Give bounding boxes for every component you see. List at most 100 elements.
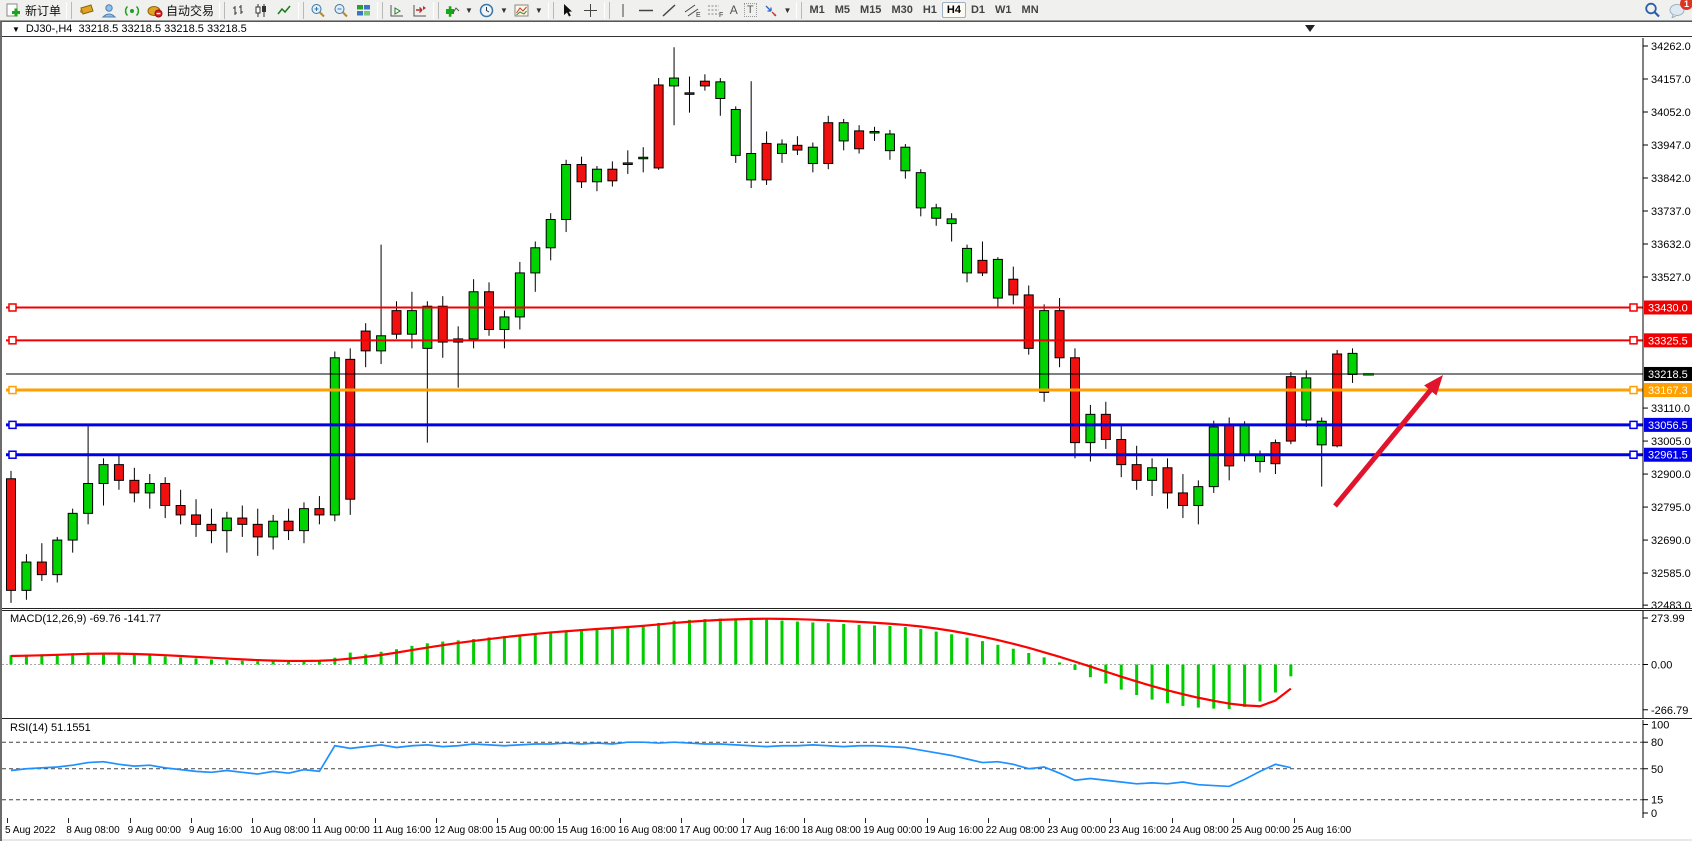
candle-body	[1116, 438, 1127, 466]
time-tick	[190, 818, 192, 823]
macd-histogram-bar	[965, 637, 969, 665]
macd-histogram-bar	[842, 623, 846, 665]
chat-icon[interactable]: 1	[1669, 0, 1692, 18]
candle-body	[931, 207, 942, 219]
line-chart-button[interactable]	[273, 1, 296, 20]
pane-separator[interactable]	[2, 608, 1692, 611]
time-label: 17 Aug 16:00	[740, 825, 800, 836]
rsi-pane[interactable]: 100 80 50 150	[2, 720, 1692, 818]
rsi-axis-label: 100	[1651, 720, 1669, 732]
tf-m15-button[interactable]: M15	[860, 4, 882, 16]
community-button[interactable]	[97, 1, 120, 20]
macd-histogram-bar	[379, 651, 383, 665]
candle-body	[268, 520, 279, 538]
cursor-button[interactable]	[556, 1, 579, 20]
price-chart-pane[interactable]: 34262.0 34157.0 34052.0 33947.0 33842.0 33737…	[2, 38, 1692, 608]
macd-histogram-bar	[1166, 664, 1169, 704]
styler-button[interactable]	[74, 1, 97, 20]
candle-body	[684, 92, 695, 95]
line-anchor-handle[interactable]	[1629, 420, 1638, 430]
candle-body	[915, 172, 926, 209]
tf-m30-button[interactable]: M30	[891, 4, 913, 16]
chart-shift-button[interactable]	[385, 1, 408, 20]
trend-arrow-line[interactable]	[1333, 384, 1437, 508]
line-anchor-handle[interactable]	[1629, 385, 1638, 395]
line-anchor-handle[interactable]	[1629, 336, 1638, 345]
candle-body	[391, 310, 402, 335]
candlestick-button[interactable]	[250, 1, 273, 20]
time-tick	[1049, 818, 1051, 823]
templates-button[interactable]: ▼	[511, 1, 546, 20]
time-axis[interactable]: 5 Aug 2022 8 Aug 08:00 9 Aug 00:00 9 Aug 16…	[2, 818, 1692, 841]
label-tool-button[interactable]: T	[741, 1, 760, 20]
macd-histogram-bar	[687, 619, 691, 665]
trend-arrow-head[interactable]	[1424, 375, 1443, 396]
auto-scroll-button[interactable]	[408, 1, 431, 20]
time-tick	[865, 818, 867, 823]
new-order-button[interactable]: 新订单	[2, 1, 64, 20]
candle-body	[468, 291, 479, 340]
zoom-in-button[interactable]	[306, 1, 329, 20]
tf-mn-button[interactable]: MN	[1021, 4, 1039, 16]
line-anchor-handle[interactable]	[1629, 303, 1638, 312]
candle-body	[1316, 420, 1327, 446]
tf-m5-button[interactable]: M5	[834, 4, 851, 16]
macd-pane[interactable]: 273.99 0.00 -266.79	[2, 611, 1692, 718]
text-tool-button[interactable]: A	[727, 1, 741, 20]
vertical-line-button[interactable]	[612, 1, 635, 20]
line-anchor-handle[interactable]	[1629, 450, 1638, 459]
chart-ohlc-values: 33218.5 33218.5 33218.5 33218.5	[78, 23, 247, 35]
fibo-letter: F	[719, 12, 723, 18]
search-icon[interactable]	[1644, 2, 1661, 18]
trendline-button[interactable]	[658, 1, 681, 20]
line-anchor-handle[interactable]	[8, 450, 17, 459]
price-tick-label: 33005.0	[1651, 436, 1691, 448]
macd-histogram-bar	[425, 643, 429, 665]
candle-body	[206, 523, 217, 532]
bar-chart-button[interactable]	[227, 1, 250, 20]
periods-button[interactable]: ▼	[476, 1, 511, 20]
zoom-out-button[interactable]	[329, 1, 352, 20]
tf-d1-button[interactable]: D1	[970, 4, 986, 16]
channel-button[interactable]: E	[681, 1, 704, 20]
toolbar-separator	[66, 1, 73, 19]
macd-histogram-bar	[595, 628, 599, 665]
macd-axis-label: 0.00	[1651, 660, 1672, 672]
line-anchor-handle[interactable]	[8, 385, 17, 395]
candle-body	[252, 523, 263, 538]
price-tag	[1644, 417, 1692, 432]
line-anchor-handle[interactable]	[8, 420, 17, 430]
macd-histogram-bar	[163, 656, 167, 665]
price-tag	[1644, 383, 1692, 398]
chart-shift-marker	[1305, 25, 1315, 32]
signals-button[interactable]	[120, 1, 143, 20]
candle-body	[807, 146, 818, 165]
macd-axis-label: 273.99	[1651, 613, 1685, 625]
line-anchor-handle[interactable]	[8, 336, 17, 345]
fibonacci-button[interactable]: F	[704, 1, 727, 20]
crosshair-button[interactable]	[579, 1, 602, 20]
auto-trading-button[interactable]: 自动交易	[143, 1, 217, 20]
macd-histogram-bar	[641, 625, 645, 665]
shapes-button[interactable]: ▼	[760, 1, 795, 20]
macd-histogram-bar	[1011, 648, 1015, 665]
tf-h1-button[interactable]: H1	[922, 4, 937, 16]
macd-axis-label: -266.79	[1651, 705, 1688, 717]
tf-m1-button[interactable]: M1	[809, 4, 825, 16]
indicators-button[interactable]: ▼	[441, 1, 476, 20]
horizontal-line-button[interactable]	[635, 1, 658, 20]
candle-body	[777, 143, 787, 154]
tf-h4-button[interactable]: H4	[941, 2, 966, 18]
macd-histogram-bar	[24, 654, 28, 665]
macd-histogram-bar	[795, 621, 799, 665]
candle-body	[761, 142, 772, 181]
candle-body	[129, 479, 140, 494]
macd-signal-line	[10, 617, 1292, 708]
tf-w1-button[interactable]: W1	[995, 4, 1012, 16]
tile-windows-button[interactable]	[352, 1, 375, 20]
macd-histogram-bar	[256, 661, 260, 665]
line-anchor-handle[interactable]	[8, 303, 17, 312]
candle-body	[576, 163, 587, 183]
add-indicator-icon	[444, 2, 461, 18]
chart-menu-arrow-icon[interactable]: ▼	[12, 24, 20, 34]
